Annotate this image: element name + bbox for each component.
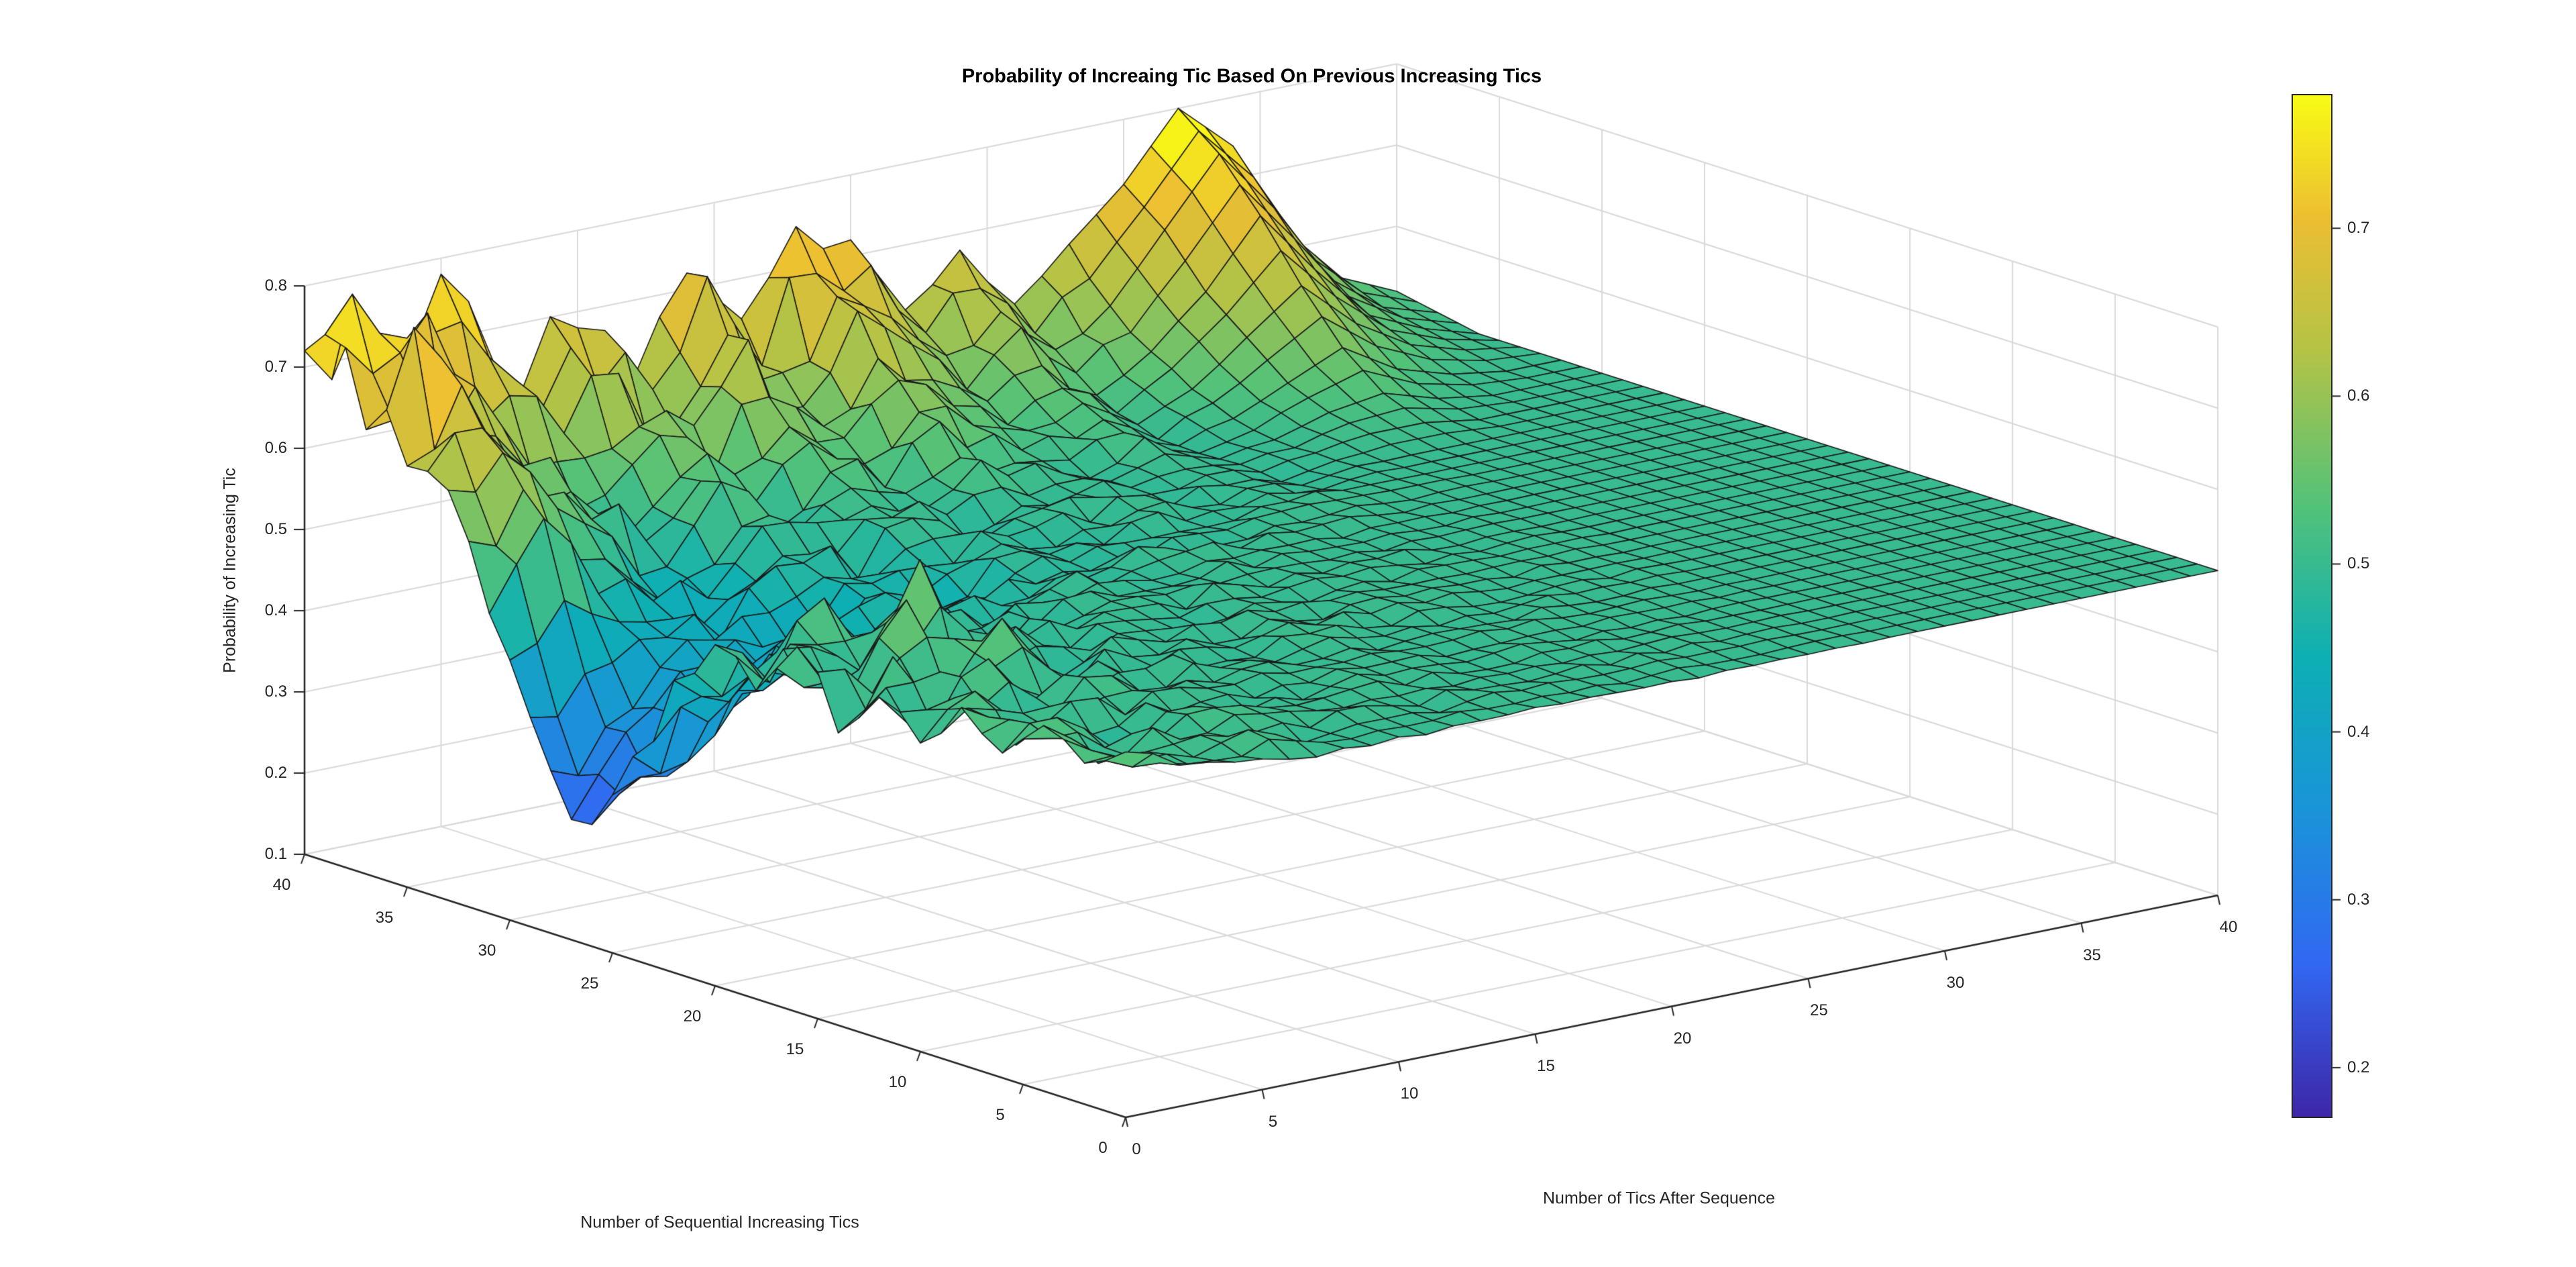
- chart-title: Probability of Increaing Tic Based On Pr…: [961, 65, 1542, 87]
- z-tick-label: 0.8: [264, 276, 287, 295]
- z-tick-label: 0.7: [264, 358, 287, 376]
- colorbar-tick-label: 0.2: [2347, 1058, 2370, 1076]
- y-tick-label: 5: [1268, 1112, 1278, 1131]
- z-tick-label: 0.6: [264, 439, 287, 457]
- y-axis-label: Number of Tics After Sequence: [1542, 1188, 1776, 1208]
- y-tick-label: 0: [1132, 1140, 1141, 1158]
- x-tick-label: 15: [786, 1040, 804, 1058]
- colorbar: [2292, 94, 2332, 1118]
- x-tick-label: 30: [478, 942, 496, 960]
- x-tick-label: 35: [375, 909, 394, 927]
- colorbar-tick-label: 0.6: [2347, 387, 2370, 405]
- x-tick-label: 10: [888, 1073, 907, 1091]
- z-tick-label: 0.1: [264, 845, 287, 863]
- colorbar-tick-label: 0.5: [2347, 554, 2370, 573]
- y-tick-label: 10: [1400, 1084, 1419, 1103]
- z-tick-label: 0.4: [264, 601, 287, 619]
- y-tick-label: 35: [2083, 946, 2101, 964]
- z-tick-label: 0.3: [264, 682, 287, 701]
- colorbar-tick-label: 0.7: [2347, 219, 2370, 238]
- y-tick-label: 40: [2219, 918, 2238, 937]
- y-tick-label: 15: [1537, 1056, 1555, 1075]
- z-tick-label: 0.2: [264, 764, 287, 782]
- colorbar-tick-label: 0.4: [2347, 722, 2370, 741]
- y-tick-label: 30: [1946, 973, 1965, 992]
- x-tick-label: 40: [272, 876, 291, 894]
- x-tick-label: 20: [683, 1007, 702, 1025]
- colorbar-tick-label: 0.3: [2347, 890, 2370, 909]
- x-tick-label: 25: [580, 974, 599, 993]
- x-tick-label: 5: [996, 1106, 1005, 1124]
- x-tick-label: 0: [1098, 1139, 1108, 1157]
- x-axis-label: Number of Sequential Increasing Tics: [580, 1213, 859, 1232]
- y-tick-label: 25: [1810, 1001, 1828, 1020]
- z-tick-label: 0.5: [264, 520, 287, 538]
- z-axis-label: Probability of Increasing Tic: [220, 468, 239, 673]
- y-tick-label: 20: [1673, 1029, 1692, 1048]
